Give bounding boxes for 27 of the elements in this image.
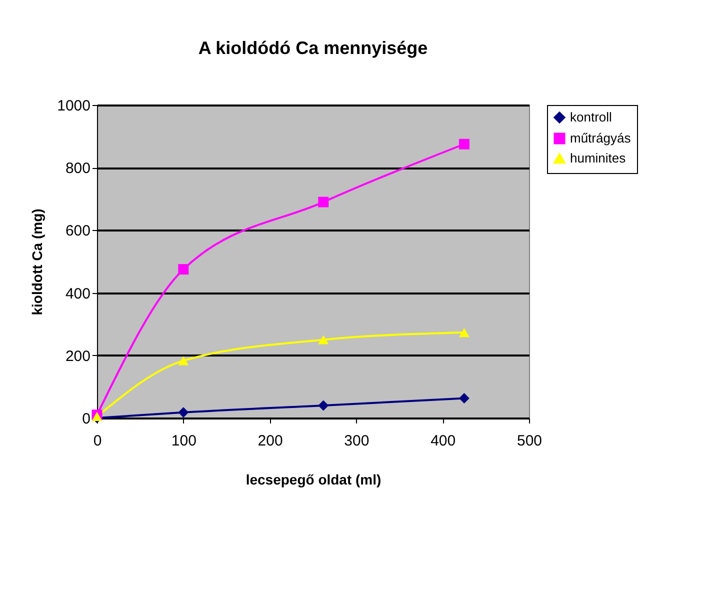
y-tick-label: 200 <box>65 348 90 365</box>
x-tick-label: 500 <box>516 432 542 450</box>
chart-title: A kioldódó Ca mennyisége <box>198 38 428 58</box>
y-tick-label: 0 <box>82 410 90 428</box>
point <box>458 138 470 150</box>
x-tick-label: 400 <box>430 432 456 450</box>
point <box>458 328 470 338</box>
point <box>178 264 189 275</box>
legend-label: műtrágyás <box>570 130 632 146</box>
point <box>318 196 329 208</box>
y-tick-label: 1000 <box>57 98 90 114</box>
point <box>318 400 329 411</box>
x-tick-label: 100 <box>171 432 196 450</box>
x-axis-title: lecsepegő oldat (ml) <box>246 472 382 488</box>
point <box>178 407 189 418</box>
x-tick-label: 300 <box>344 432 370 450</box>
y-tick-label: 600 <box>65 222 90 240</box>
point <box>458 393 470 404</box>
x-tick-label: 0 <box>93 432 102 450</box>
x-tick-label: 200 <box>258 432 283 450</box>
legend-label: huminites <box>570 150 626 166</box>
y-tick-label: 400 <box>65 285 90 302</box>
legend-label: kontroll <box>570 110 612 124</box>
y-axis-title: kioldott Ca (mg) <box>29 208 46 316</box>
y-tick-label: 800 <box>65 160 90 178</box>
point <box>318 335 329 344</box>
point <box>178 356 189 366</box>
